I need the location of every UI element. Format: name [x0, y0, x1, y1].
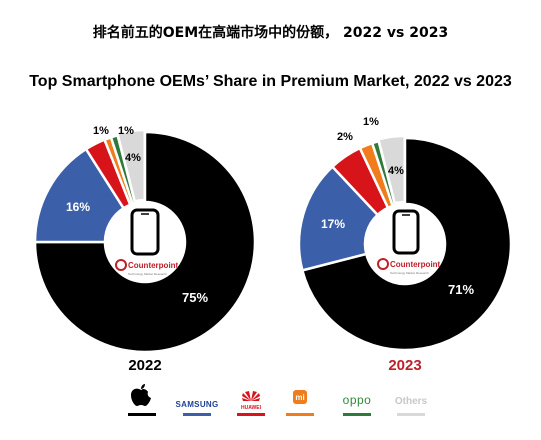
slice-oppo-2023 — [370, 139, 397, 208]
data-label-samsung-2022: 16% — [66, 200, 90, 214]
samsung-logo: SAMSUNG — [176, 400, 219, 409]
data-label-others-2023: 4% — [388, 165, 404, 177]
data-label-apple-2023: 71% — [448, 282, 474, 297]
xiaomi-logo-icon — [293, 390, 307, 404]
oppo-logo: oppo — [343, 393, 372, 407]
legend-swatch-samsung — [183, 413, 211, 416]
xiaomi-wordmark: mi — [295, 393, 304, 402]
center-logo-2022: Counterpoint Technology Market Research — [115, 208, 179, 276]
page-headline: 排名前五的OEM在高端市场中的份额， 2022 vs 2023 — [92, 25, 449, 41]
legend: SAMSUNG HUAWEI mi oppo Others — [128, 384, 428, 416]
data-label-apple-2022: 75% — [182, 290, 208, 305]
data-label-oppo-2022: 1% — [118, 125, 134, 137]
slice-apple-2022 — [33, 130, 257, 354]
center-logo-2023: Counterpoint Technology Market Research — [377, 209, 441, 275]
legend-swatch-xiaomi — [286, 413, 314, 416]
phone-icon — [130, 208, 160, 256]
slice-others-2022 — [115, 128, 146, 203]
slice-samsung-2022 — [33, 147, 126, 244]
slice-others-2023 — [376, 134, 406, 205]
counterpoint-logo-icon — [115, 259, 127, 271]
huawei-wordmark: HUAWEI — [241, 405, 262, 411]
counterpoint-tagline: Technology Market Research — [390, 271, 429, 275]
data-label-samsung-2023: 17% — [321, 217, 345, 231]
slice-samsung-2023 — [297, 164, 380, 272]
apple-logo-icon — [131, 384, 151, 406]
legend-swatch-others — [397, 413, 425, 416]
counterpoint-brand: Counterpoint — [390, 260, 441, 269]
huawei-logo-icon — [242, 391, 260, 401]
slice-apple-2023 — [300, 136, 513, 352]
data-label-others-2022: 4% — [125, 152, 141, 164]
donut-chart-2022: 75% 16% 3% 1% 1% 4% — [33, 125, 257, 354]
slice-oppo-2022 — [109, 133, 137, 206]
legend-swatch-apple — [128, 413, 156, 416]
phone-icon — [392, 209, 420, 255]
legend-swatch-oppo — [343, 413, 371, 416]
counterpoint-tagline: Technology Market Research — [128, 272, 167, 276]
data-label-xiaomi-2023: 2% — [337, 131, 353, 143]
data-label-xiaomi-2022: 1% — [93, 125, 109, 137]
data-label-huawei-2023: 5% — [355, 178, 371, 190]
data-label-oppo-2023: 1% — [363, 116, 379, 128]
legend-swatch-huawei — [237, 413, 265, 416]
donut-chart-2023: 71% 17% 5% 2% 1% 4% — [297, 116, 513, 352]
year-label-2023: 2023 — [388, 357, 421, 374]
chart-title: Top Smartphone OEMs’ Share in Premium Ma… — [29, 73, 512, 90]
year-label-2022: 2022 — [128, 357, 161, 374]
data-label-huawei-2022: 3% — [96, 155, 112, 167]
counterpoint-brand: Counterpoint — [128, 261, 179, 270]
others-label: Others — [395, 396, 428, 407]
counterpoint-logo-icon — [377, 258, 389, 270]
